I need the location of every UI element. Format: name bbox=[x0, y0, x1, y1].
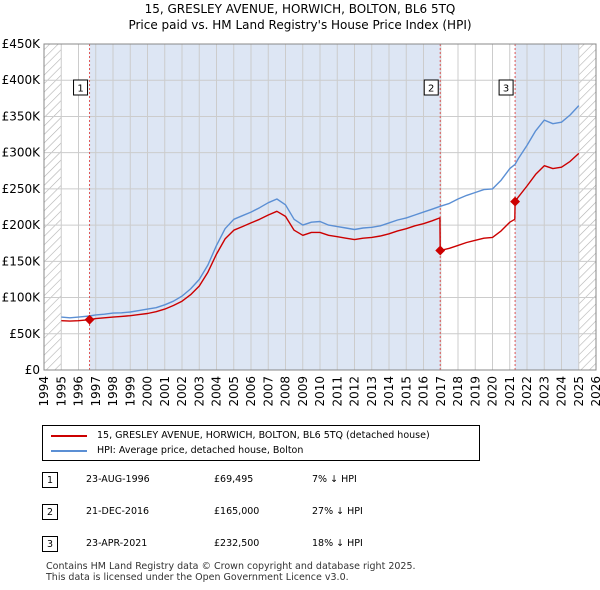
x-tick-label: 2007 bbox=[261, 376, 275, 407]
hatched-region bbox=[578, 44, 596, 370]
sale-price: £232,500 bbox=[214, 538, 260, 549]
y-tick-label: £400K bbox=[2, 73, 42, 87]
x-tick-label: 2015 bbox=[399, 376, 413, 407]
sale-number: 1 bbox=[42, 472, 58, 488]
sale-marker-label: 1 bbox=[77, 84, 83, 95]
x-tick-label: 2024 bbox=[555, 376, 569, 407]
sale-marker-box bbox=[423, 79, 439, 96]
x-tick-label: 2006 bbox=[244, 376, 258, 407]
x-tick-label: 2023 bbox=[537, 376, 551, 407]
y-tick-label: £300K bbox=[2, 146, 42, 160]
chart-subtitle: Price paid vs. HM Land Registry's House … bbox=[128, 18, 472, 32]
y-tick-label: £250K bbox=[2, 182, 42, 196]
x-tick-label: 2009 bbox=[296, 376, 310, 407]
footer-licence: This data is licensed under the Open Gov… bbox=[46, 572, 349, 583]
axes bbox=[43, 43, 597, 371]
legend: 15, GRESLEY AVENUE, HORWICH, BOLTON, BL6… bbox=[42, 425, 480, 461]
sale-date: 21-DEC-2016 bbox=[86, 506, 150, 517]
x-tick-label: 1997 bbox=[89, 376, 103, 407]
sale-marker-label: 3 bbox=[503, 84, 509, 95]
hpi-line bbox=[61, 105, 580, 319]
y-tick-label: £50K bbox=[9, 327, 41, 341]
sale-row: 2 21-DEC-2016 £165,000 27% ↓ HPI bbox=[42, 504, 582, 522]
x-tick-label: 2011 bbox=[330, 376, 344, 407]
plot-frame bbox=[43, 43, 597, 371]
y-tick-label: £100K bbox=[2, 291, 42, 305]
series-lines bbox=[61, 105, 580, 322]
sale-marker-box bbox=[73, 79, 89, 96]
x-tick-label: 1994 bbox=[37, 376, 51, 407]
sale-price: £165,000 bbox=[214, 506, 260, 517]
y-tick-label: £200K bbox=[2, 218, 42, 232]
x-tick-label: 2010 bbox=[313, 376, 327, 407]
chart-title: 15, GRESLEY AVENUE, HORWICH, BOLTON, BL6… bbox=[144, 2, 456, 16]
x-tick-labels: 1994 1995 1996 1997 1998 1999 2000 2001 2002 2003… bbox=[37, 376, 600, 407]
sale-hpi-diff: 27% ↓ HPI bbox=[312, 506, 363, 517]
x-tick-label: 2025 bbox=[572, 376, 586, 407]
y-tick-labels: £0 £50K £100K £150K £200K £250K £300K £350K £400… bbox=[2, 37, 42, 377]
footer-copyright: Contains HM Land Registry data © Crown c… bbox=[46, 561, 416, 572]
x-tick-label: 2019 bbox=[468, 376, 482, 407]
y-tick-label: £150K bbox=[2, 254, 42, 268]
sale-marker-label: 2 bbox=[428, 84, 434, 95]
x-tick-label: 2001 bbox=[158, 376, 172, 407]
x-tick-label: 2002 bbox=[175, 376, 189, 407]
y-tick-label: £350K bbox=[2, 109, 42, 123]
x-tick-label: 2004 bbox=[210, 376, 224, 407]
sale-row: 1 23-AUG-1996 £69,495 7% ↓ HPI bbox=[42, 472, 582, 490]
shaded-region bbox=[89, 44, 441, 370]
y-tick-label: £0 bbox=[25, 363, 40, 377]
legend-label-hpi: HPI: Average price, detached house, Bolt… bbox=[97, 445, 304, 456]
sale-hpi-diff: 7% ↓ HPI bbox=[312, 474, 357, 485]
x-tick-label: 2012 bbox=[348, 376, 362, 407]
x-tick-label: 2018 bbox=[451, 376, 465, 407]
sale-number: 2 bbox=[42, 504, 58, 520]
x-tick-label: 2013 bbox=[365, 376, 379, 407]
sale-price: £69,495 bbox=[214, 474, 254, 485]
x-tick-label: 2003 bbox=[192, 376, 206, 407]
x-tick-label: 2022 bbox=[520, 376, 534, 407]
price-chart: 1 2 3 £0 £50K £100K £150K £200K £250K £300K £350K… bbox=[2, 37, 600, 407]
sale-row: 3 23-APR-2021 £232,500 18% ↓ HPI bbox=[42, 536, 582, 554]
x-tick-label: 2008 bbox=[279, 376, 293, 407]
x-tick-label: 1999 bbox=[123, 376, 137, 407]
x-tick-label: 2000 bbox=[141, 376, 155, 407]
x-tick-label: 1995 bbox=[54, 376, 68, 407]
sale-date: 23-APR-2021 bbox=[86, 538, 148, 549]
x-tick-label: 1998 bbox=[106, 376, 120, 407]
hatched-region bbox=[44, 44, 62, 370]
sale-hpi-diff: 18% ↓ HPI bbox=[312, 538, 363, 549]
y-tick-label: £450K bbox=[2, 37, 42, 51]
sale-marker-boxes: 1 2 3 bbox=[73, 79, 514, 96]
x-tick-label: 2017 bbox=[434, 376, 448, 407]
x-tick-label: 2005 bbox=[227, 376, 241, 407]
sale-number: 3 bbox=[42, 536, 58, 552]
x-tick-label: 1996 bbox=[72, 376, 86, 407]
property-price-line bbox=[61, 152, 580, 322]
x-tick-label: 2026 bbox=[589, 376, 600, 407]
x-tick-label: 2016 bbox=[417, 376, 431, 407]
legend-swatch-hpi bbox=[51, 450, 87, 452]
x-tick-label: 2020 bbox=[486, 376, 500, 407]
shaded-region bbox=[515, 44, 579, 370]
sale-marker-box bbox=[498, 79, 514, 96]
legend-swatch-property bbox=[51, 435, 87, 437]
x-tick-label: 2021 bbox=[503, 376, 517, 407]
x-tick-label: 2014 bbox=[382, 376, 396, 407]
sale-point bbox=[435, 245, 446, 256]
legend-label-property: 15, GRESLEY AVENUE, HORWICH, BOLTON, BL6… bbox=[97, 430, 430, 441]
sale-date: 23-AUG-1996 bbox=[86, 474, 150, 485]
